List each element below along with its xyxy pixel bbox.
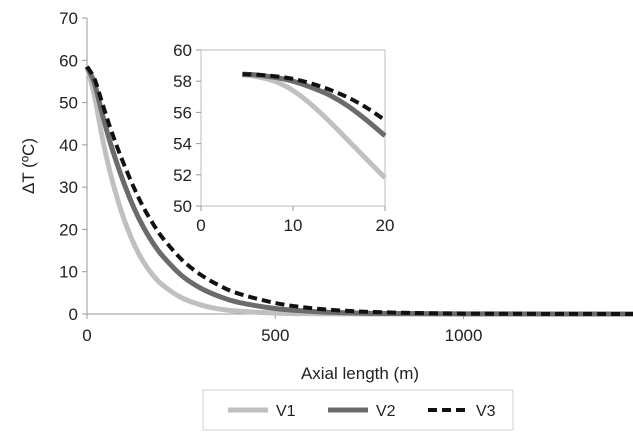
x-tick-label: 10 <box>284 216 303 235</box>
y-tick-label: 56 <box>173 103 192 122</box>
series-line-v3 <box>242 72 387 122</box>
x-tick-label: 1000 <box>445 326 483 345</box>
y-tick-label: 0 <box>69 305 78 324</box>
y-tick-label: 60 <box>173 41 192 60</box>
y-tick-label: 10 <box>59 263 78 282</box>
y-tick-label: 58 <box>173 72 192 91</box>
y-tick-label: 52 <box>173 166 192 185</box>
y-tick-label: 40 <box>59 136 78 155</box>
x-tick-label: 500 <box>261 326 289 345</box>
legend: V1 V2 V3 <box>202 389 514 431</box>
series-line-v3 <box>85 65 633 316</box>
y-tick-label: 30 <box>59 178 78 197</box>
legend-label-v1: V1 <box>276 403 296 420</box>
y-tick-label: 54 <box>173 135 192 154</box>
x-tick-label: 20 <box>376 216 395 235</box>
y-tick-label: 20 <box>59 220 78 239</box>
y-tick-label: 60 <box>59 51 78 70</box>
x-tick-label: 0 <box>82 326 91 345</box>
y-tick-label: 50 <box>59 94 78 113</box>
x-axis-title: Axial length (m) <box>301 364 419 383</box>
inset-chart: 50 52 54 56 58 60 0 10 20 <box>173 41 394 235</box>
y-tick-label: 50 <box>173 197 192 216</box>
inset-frame <box>200 49 386 207</box>
legend-label-v2: V2 <box>376 403 396 420</box>
x-tick-label: 0 <box>196 216 205 235</box>
y-tick-label: 70 <box>59 9 78 28</box>
legend-label-v3: V3 <box>476 403 496 420</box>
y-axis-title: ΔT (ºC) <box>19 138 38 194</box>
